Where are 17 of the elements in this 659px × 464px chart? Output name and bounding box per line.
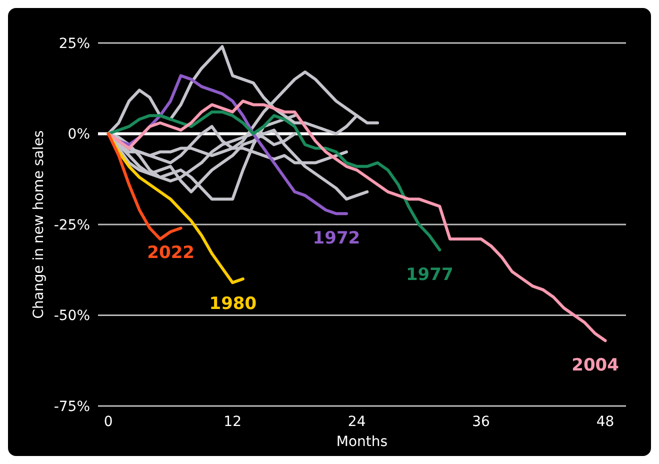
x-tick-label: 24 [348,414,366,430]
x-tick-label: 0 [104,414,113,430]
series-label: 2022 [147,243,194,264]
y-tick-label: -75% [54,398,90,415]
x-tick-label: 48 [596,414,614,430]
series-label: 1980 [209,294,257,314]
series-label: 1972 [312,228,360,249]
x-tick-label: 36 [472,414,490,430]
y-axis-title: Change in new home sales [30,130,47,319]
series-label: 2004 [572,356,620,376]
series-label: 1977 [406,264,454,285]
y-tick-label: 0% [68,126,90,143]
x-axis-title: Months [336,434,388,450]
y-tick-label: 25% [58,36,90,52]
y-tick-label: -25% [54,217,90,234]
y-tick-label: -50% [54,308,90,324]
x-tick-label: 12 [224,414,242,430]
